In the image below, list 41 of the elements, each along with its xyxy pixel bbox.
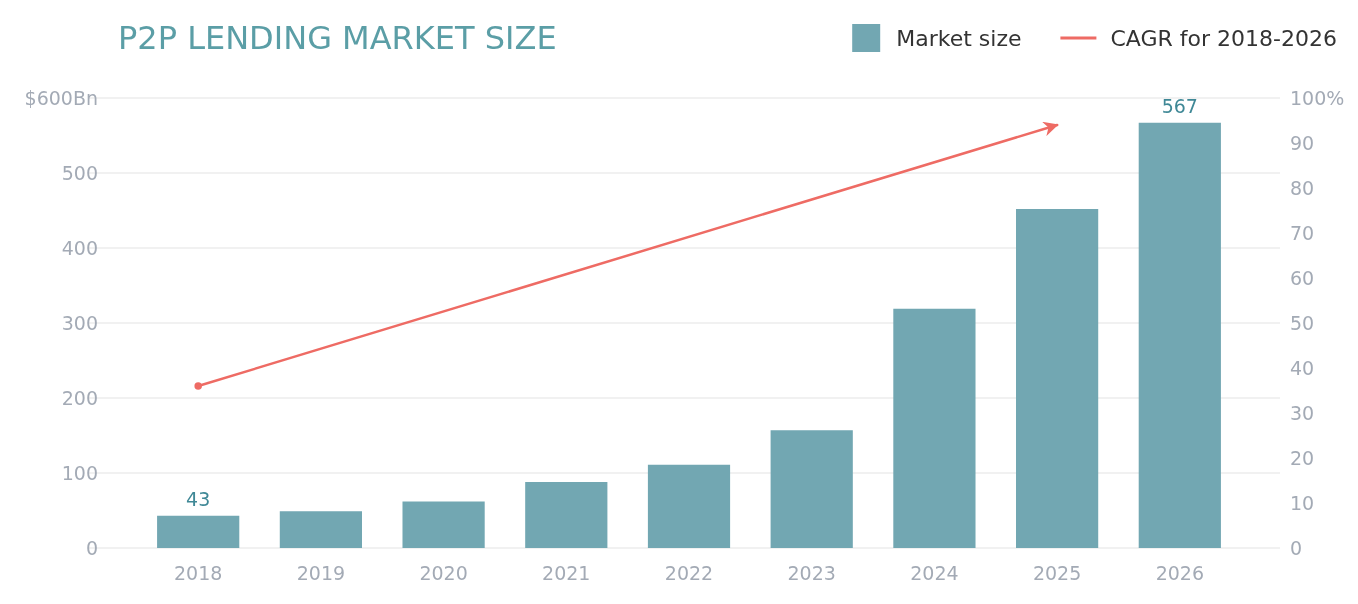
y2-tick-label: 40: [1290, 356, 1315, 379]
x-tick-label: 2023: [787, 562, 836, 584]
y-tick-label: 0: [85, 536, 98, 559]
y2-tick-label: 60: [1290, 266, 1315, 289]
y2-tick-label: 50: [1290, 311, 1315, 334]
legend-label: CAGR for 2018-2026: [1110, 25, 1337, 51]
x-tick-label: 2024: [910, 562, 959, 584]
y-tick-label: 200: [61, 386, 98, 409]
y-tick-label: $600Bn: [24, 86, 98, 109]
bar: [647, 464, 731, 548]
y2-tick-label: 0: [1290, 536, 1303, 559]
y2-tick-label: 70: [1290, 221, 1315, 244]
legend-label: Market size: [896, 25, 1022, 51]
chart-title: P2P LENDING MARKET SIZE: [118, 19, 557, 58]
y-tick-label: 300: [61, 311, 98, 334]
y-tick-label: 500: [61, 161, 98, 184]
x-tick-label: 2025: [1032, 562, 1082, 584]
x-tick-label: 2026: [1155, 562, 1204, 584]
y-tick-label: 100: [61, 461, 98, 484]
bar: [1016, 209, 1099, 548]
data-label: 43: [186, 487, 211, 510]
bar: [157, 515, 240, 548]
y2-tick-label: 10: [1290, 491, 1315, 514]
bar: [770, 430, 853, 548]
bar: [893, 308, 976, 548]
x-tick-label: 2021: [542, 562, 591, 584]
y2-tick-label: 90: [1290, 131, 1315, 154]
x-tick-label: 2022: [664, 562, 714, 584]
y2-tick-label: 80: [1290, 176, 1315, 199]
y2-tick-label: 30: [1290, 401, 1315, 424]
bar: [525, 482, 608, 548]
x-tick-label: 2018: [174, 562, 223, 584]
bar: [1138, 122, 1221, 548]
x-tick-label: 2020: [419, 562, 468, 584]
y-tick-label: 400: [61, 236, 98, 259]
bar: [402, 501, 485, 548]
data-label: 567: [1161, 94, 1198, 117]
y2-tick-label: 20: [1290, 446, 1315, 469]
x-tick-label: 2019: [296, 562, 346, 584]
bar: [279, 511, 362, 548]
y2-tick-label: 100%: [1290, 86, 1345, 109]
